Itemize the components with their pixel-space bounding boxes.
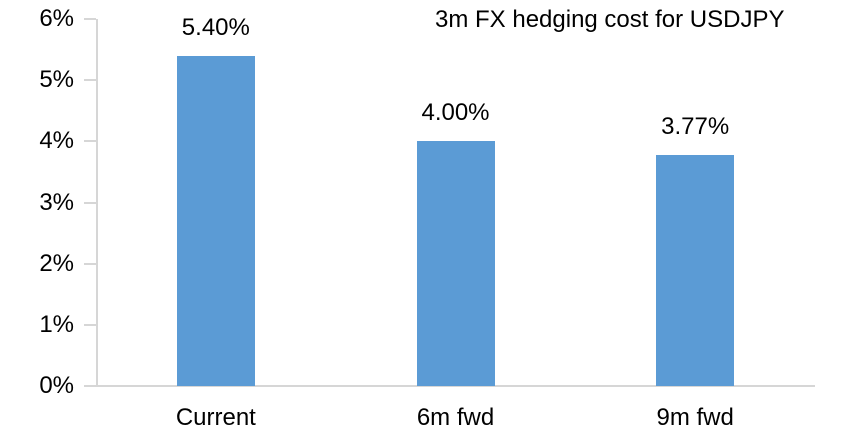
y-axis-line — [96, 19, 98, 387]
bar-value-label: 5.40% — [181, 13, 250, 41]
y-tick-mark — [84, 262, 96, 265]
bar-value-label: 3.77% — [661, 113, 730, 141]
bar — [416, 141, 495, 386]
x-axis-line — [96, 385, 815, 387]
y-tick-mark — [84, 201, 96, 204]
y-tick-label: 5% — [39, 66, 74, 94]
y-tick-label: 0% — [39, 372, 74, 399]
category-label: 6m fwd — [416, 404, 495, 431]
y-tick-mark — [84, 18, 96, 20]
y-tick-label: 4% — [39, 127, 74, 155]
bar — [176, 55, 255, 386]
category-label: 9m fwd — [656, 404, 734, 431]
y-tick-label: 2% — [39, 249, 74, 277]
category-label: Current — [175, 404, 256, 431]
y-tick-mark — [84, 385, 96, 387]
chart-title: 3m FX hedging cost for USDJPY — [435, 6, 785, 33]
y-tick-label: 3% — [39, 188, 74, 216]
y-tick-mark — [84, 140, 96, 143]
y-tick-mark — [84, 79, 96, 82]
bar-value-label: 4.00% — [421, 99, 490, 127]
y-tick-label: 1% — [39, 310, 74, 338]
bar — [656, 155, 735, 386]
y-tick-label: 6% — [39, 5, 74, 32]
y-tick-mark — [84, 323, 96, 326]
